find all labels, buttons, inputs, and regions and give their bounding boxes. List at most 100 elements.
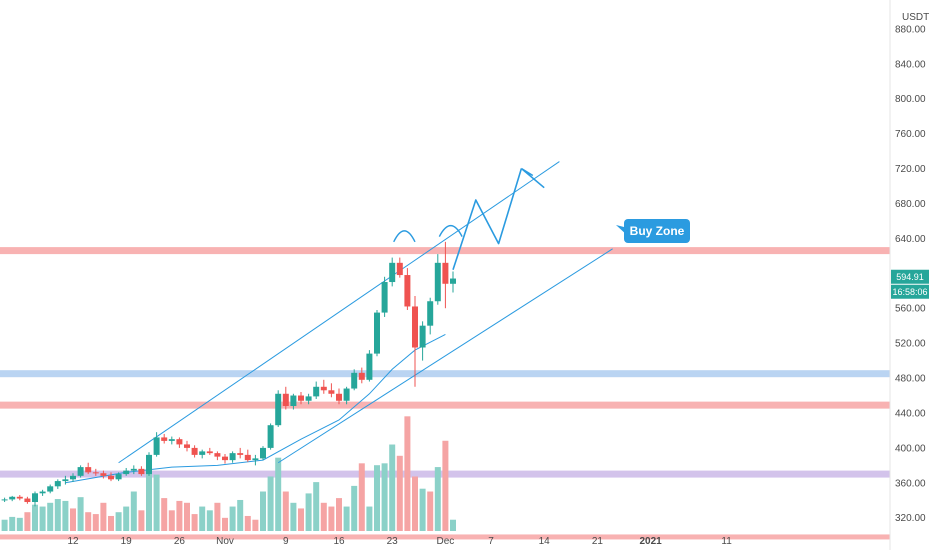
trend-drawings[interactable] [65, 161, 613, 484]
price-tick-label: 840.00 [895, 59, 926, 70]
volume-bar [229, 506, 236, 531]
channel-lower-line[interactable] [277, 248, 613, 464]
candle [396, 257, 403, 278]
volume-bar [206, 510, 213, 531]
volume-bar [138, 510, 145, 531]
volume-bar [184, 502, 190, 531]
candle-body [47, 486, 54, 492]
candle-body [214, 453, 221, 457]
volume-bar [328, 506, 335, 531]
candle-body [130, 468, 137, 471]
candle [138, 466, 145, 476]
volume-bar [47, 502, 54, 531]
candle-body [108, 475, 114, 480]
candle-body [199, 451, 206, 455]
candle-body [115, 474, 122, 480]
candle [32, 491, 38, 507]
volume-bar [161, 498, 168, 531]
double-top-arc[interactable] [438, 224, 463, 237]
candle-body [434, 262, 441, 302]
candle-body [320, 386, 327, 391]
candle-body [32, 493, 38, 503]
double-top-arc[interactable] [393, 230, 416, 243]
candle-body [100, 473, 107, 476]
candle-body [184, 444, 190, 448]
volume-bar [85, 512, 92, 531]
candle [336, 388, 342, 405]
price-tick-label: 520.00 [895, 339, 926, 350]
buy-zone-label: Buy Zone [630, 224, 685, 238]
candle [115, 472, 122, 482]
volume-bar [389, 444, 396, 531]
volume-bar [237, 499, 244, 531]
candle [100, 470, 107, 479]
candle [442, 241, 449, 309]
candle [54, 479, 61, 489]
candle-body [366, 353, 373, 380]
price-tick-label: 720.00 [895, 164, 926, 175]
volume-bar [146, 469, 152, 531]
volume-bar [191, 514, 198, 531]
candle [92, 468, 99, 476]
buy-zone-callout[interactable]: Buy Zone [616, 219, 690, 243]
projection-path[interactable] [452, 168, 523, 271]
volume-bar [54, 499, 61, 531]
time-tick-label: Nov [216, 536, 234, 547]
candle [237, 447, 244, 459]
volume-bar [267, 476, 274, 531]
candle [298, 392, 304, 405]
volume-bar [412, 476, 418, 531]
volume-bar [313, 482, 320, 531]
candle [412, 295, 418, 387]
candle-body [146, 454, 152, 475]
time-axis[interactable]: 12 19 26 Nov 9 16 23 Dec 7 14 21 2021 11 [67, 536, 732, 547]
candle [70, 473, 76, 482]
candle-body [305, 396, 312, 401]
volume-bar [282, 491, 289, 531]
price-tick-label: 680.00 [895, 199, 926, 210]
volume-bar [260, 491, 266, 531]
price-tick-label: 480.00 [895, 374, 926, 385]
candle-body [267, 425, 274, 448]
volume-bar [108, 515, 114, 531]
candle-body [176, 439, 183, 445]
candle [39, 489, 46, 496]
candle [358, 367, 365, 384]
price-tick-label: 800.00 [895, 94, 926, 105]
time-tick-label: 12 [67, 536, 79, 547]
candle [305, 393, 312, 405]
candle-body [275, 393, 282, 426]
candle [161, 433, 168, 444]
countdown-tag [891, 284, 929, 299]
candle [244, 449, 251, 462]
candle [313, 381, 320, 400]
candle-body [244, 454, 251, 461]
candle-body [191, 447, 198, 455]
candle [351, 369, 358, 391]
current-price-label: 594.91 [896, 272, 924, 282]
candle [320, 379, 327, 394]
volume-bar [396, 455, 403, 531]
candle [146, 452, 152, 476]
channel-upper-line[interactable] [118, 161, 560, 464]
volume-bar [100, 502, 107, 531]
candle [260, 446, 266, 461]
candle-body [396, 262, 403, 276]
candle-body [16, 496, 23, 499]
candle-body [389, 262, 396, 283]
candle [184, 440, 190, 452]
volume-bar [39, 506, 46, 531]
candle-body [161, 437, 168, 441]
candle [366, 350, 373, 382]
volume-bar [336, 498, 342, 531]
candle-body [168, 439, 175, 441]
time-tick-label: 19 [121, 536, 133, 547]
candle [77, 465, 84, 478]
candle-body [24, 498, 31, 503]
candle-body [450, 278, 456, 284]
candle [434, 254, 441, 305]
volume-bar [24, 512, 31, 531]
time-tick-label: 23 [387, 536, 399, 547]
moving-average-line [65, 333, 446, 484]
